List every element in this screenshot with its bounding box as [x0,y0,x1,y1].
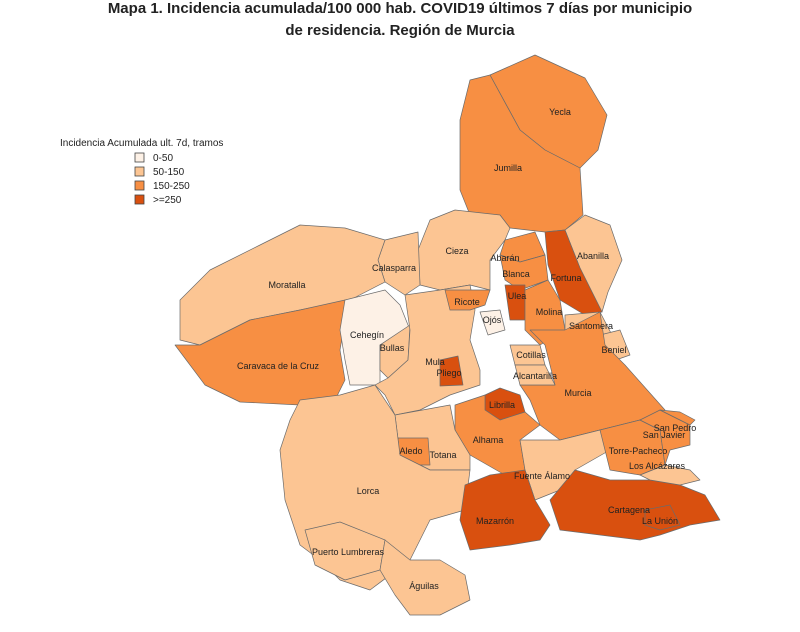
municipality-label: Abarán [490,253,519,263]
municipality [417,209,511,291]
municipality-label: Torre-Pacheco [609,446,668,456]
municipality-label: Blanca [502,269,530,279]
municipality-label: Ojós [483,315,502,325]
municipality-label: Santomera [569,321,613,331]
municipality-label: Calasparra [372,263,416,273]
municipality [459,469,551,551]
municipality-label: Fortuna [550,273,581,283]
municipality-label: Yecla [549,107,571,117]
municipality-label: Librilla [489,400,515,410]
municipality [479,309,506,336]
title-line: de residencia. Región de Murcia [285,22,515,39]
legend-label: 50-150 [153,167,185,178]
municipality-label: La Unión [642,516,678,526]
municipality [659,409,696,426]
municipality-label: Alhama [473,435,504,445]
municipality-label: Lorca [357,486,380,496]
municipality [644,504,681,531]
municipality-labels: Yecla Jumilla Abanilla Fortuna Cieza Calaspar… [237,107,696,591]
municipality-label: Beniel [601,345,626,355]
municipality [514,364,556,386]
municipality-label: Mula [425,357,445,367]
legend-swatch [134,180,145,191]
municipality [379,539,471,616]
municipalities [174,54,721,616]
municipality-label: Los Alcázares [629,461,686,471]
legend-swatch [134,194,145,205]
legend-label: 0-50 [153,153,173,164]
municipality [439,355,464,387]
municipality-label: Murcia [564,388,591,398]
legend-label: 150-250 [153,181,190,192]
municipality-label: Jumilla [494,163,522,173]
municipality [174,299,346,406]
municipality-label: Fuente Álamo [514,471,570,481]
legend-label: >=250 [153,195,182,206]
legend-swatch [134,166,145,177]
municipality-label: Pliego [436,368,461,378]
legend: 0-50 50-150 150-250 >=250 [134,152,190,206]
municipality [444,289,491,311]
municipality-label: Cehegín [350,330,384,340]
municipality-label: Cotillas [516,350,546,360]
municipality-label: Águilas [409,581,439,591]
municipality-label: Alcantarilla [513,371,557,381]
title-line: Mapa 1. Incidencia acumulada/100 000 hab… [108,0,692,17]
municipality-label: Ricote [454,297,480,307]
municipality-label: Cartagena [608,505,650,515]
municipality-label: Aledo [399,446,422,456]
municipality-label: San Javier [643,430,686,440]
municipality-label: Moratalla [268,280,305,290]
legend-swatch [134,152,145,163]
municipality-label: Puerto Lumbreras [312,547,385,557]
municipality-label: Abanilla [577,251,609,261]
municipality-label: Mazarrón [476,516,514,526]
municipality-label: Bullas [380,343,405,353]
municipality-label: Ulea [508,291,527,301]
municipality-label: San Pedro [654,423,697,433]
municipality-label: Molina [536,307,563,317]
municipality-label: Totana [429,450,456,460]
legend-title: Incidencia Acumulada ult. 7d, tramos [60,138,223,149]
municipality-label: Cieza [445,246,468,256]
municipality-label: Caravaca de la Cruz [237,361,320,371]
